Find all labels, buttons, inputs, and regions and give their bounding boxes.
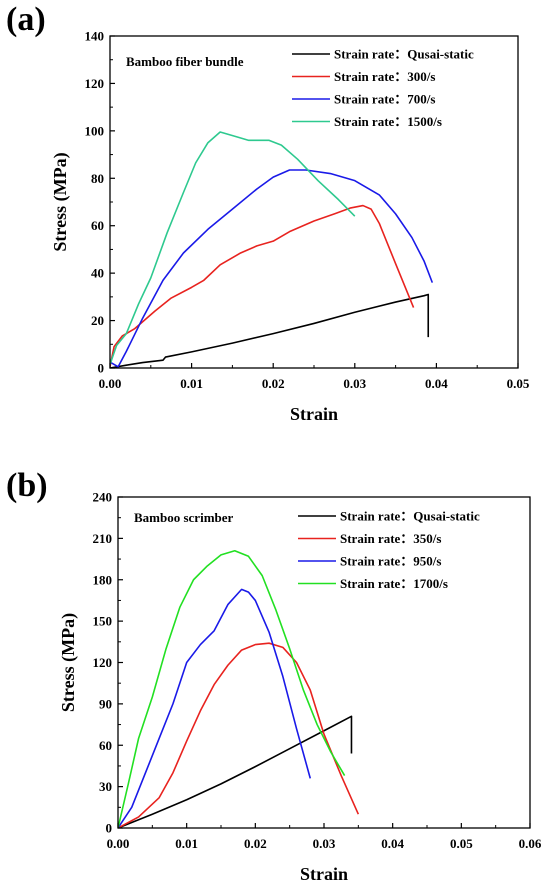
legend-label: Strain rate：1700/s <box>340 576 448 591</box>
y-tick-label: 20 <box>91 313 104 328</box>
legend-label: Strain rate：350/s <box>340 531 441 546</box>
series-line-2 <box>110 204 415 367</box>
panel-label: (a) <box>6 1 46 38</box>
y-tick-label: 60 <box>99 738 112 753</box>
x-tick-label: 0.02 <box>244 836 267 851</box>
y-tick-label: 30 <box>99 779 112 794</box>
series-line-3 <box>118 588 312 828</box>
legend-label: Strain rate：Qusai-static <box>334 47 474 62</box>
series-line-1 <box>110 293 430 368</box>
legend-label: Strain rate：300/s <box>334 69 435 84</box>
y-tick-label: 40 <box>91 266 104 281</box>
x-tick-label: 0.05 <box>450 836 473 851</box>
x-tick-label: 0.01 <box>175 836 198 851</box>
legend-label: Strain rate：Qusai-static <box>340 509 480 524</box>
y-tick-label: 60 <box>91 218 104 233</box>
chart-panel-2: (b) 0.00 0.01 0.02 0.03 0.04 0.05 0.06 0 30 60 90 12… <box>6 467 542 884</box>
plot-frame <box>109 35 519 369</box>
legend-label: Strain rate：700/s <box>334 92 435 107</box>
y-axis-title: Stress (MPa) <box>58 613 79 712</box>
x-axis-title: Strain <box>290 404 338 424</box>
chart-annotation: Bamboo fiber bundle <box>126 54 244 69</box>
plot-frame <box>117 496 531 829</box>
y-tick-label: 120 <box>93 655 113 670</box>
y-tick-label: 150 <box>93 614 113 629</box>
series-line-2 <box>118 642 360 828</box>
y-tick-label: 0 <box>98 361 105 376</box>
y-tick-label: 140 <box>85 29 105 44</box>
y-tick-label: 100 <box>85 123 105 138</box>
x-tick-label: 0.04 <box>425 376 448 391</box>
panel-label: (b) <box>6 467 48 504</box>
y-axis-title: Stress (MPa) <box>50 152 71 251</box>
y-tick-label: 240 <box>93 490 113 505</box>
x-tick-label: 0.01 <box>180 376 203 391</box>
series-line-4 <box>118 549 346 828</box>
y-tick-label: 80 <box>91 171 104 186</box>
y-tick-label: 120 <box>85 76 105 91</box>
y-tick-label: 210 <box>93 531 113 546</box>
legend-label: Strain rate：950/s <box>340 554 441 569</box>
x-tick-label: 0.03 <box>343 376 366 391</box>
x-tick-label: 0.00 <box>99 376 122 391</box>
y-tick-label: 0 <box>106 821 113 836</box>
chart-annotation: Bamboo scrimber <box>134 510 234 525</box>
y-tick-label: 180 <box>93 572 113 587</box>
x-tick-label: 0.05 <box>507 376 530 391</box>
chart-panel-1: (a) 0.00 0.01 0.02 0.03 0.04 0.05 0 20 40 60 80 100 1… <box>6 1 530 424</box>
x-tick-label: 0.03 <box>313 836 336 851</box>
series-group <box>110 131 434 368</box>
legend-label: Strain rate：1500/s <box>334 114 442 129</box>
series-group <box>118 549 360 828</box>
y-tick-label: 90 <box>99 696 112 711</box>
series-line-3 <box>110 169 434 368</box>
x-tick-label: 0.04 <box>381 836 404 851</box>
series-line-1 <box>118 715 353 828</box>
x-tick-label: 0.02 <box>262 376 285 391</box>
series-line-4 <box>110 131 356 365</box>
x-tick-label: 0.00 <box>107 836 130 851</box>
x-axis-title: Strain <box>300 864 348 884</box>
x-tick-label: 0.06 <box>519 836 542 851</box>
